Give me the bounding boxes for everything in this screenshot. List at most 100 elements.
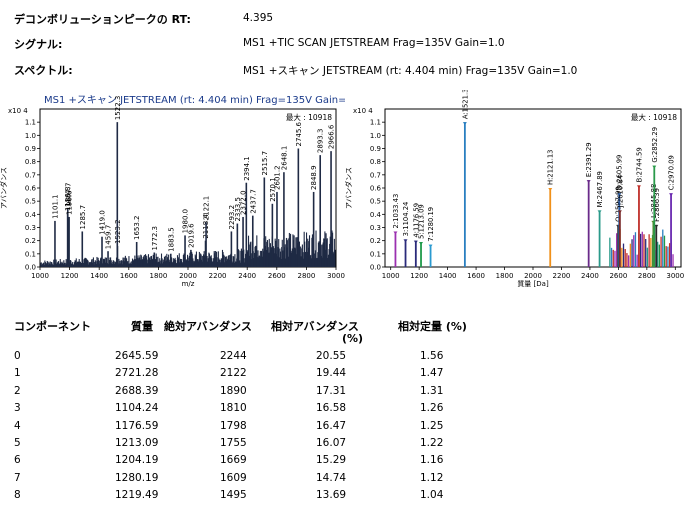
y-tick-label: 0.5 [370,198,381,206]
y-scale-label: x10 4 [353,107,373,115]
col-header-mass: 質量 [131,320,153,333]
peak-label: 2437.7 [249,189,257,214]
peak-label: 1522.3 [114,96,122,121]
peak-label: 2570.1 [269,177,277,202]
peak-label: 1196.6 [66,190,74,215]
table-cell: 17.31 [316,384,347,397]
x-tick-label: 2800 [638,272,656,280]
y-tick-label: 0.9 [25,145,36,153]
table-cell: 16.07 [316,437,347,449]
peak-label: 2293.2 [228,205,236,230]
table-cell: 1 [14,367,21,380]
x-tick-label: 1200 [61,272,79,280]
peak-label: 1772.3 [151,226,159,251]
table-cell: 2721.28 [115,367,159,380]
peak-marker [617,210,622,214]
plot-frame [384,108,682,268]
peak-marker [413,240,418,244]
y-tick-label: 0.1 [370,250,381,258]
y-tick-label: 0.5 [25,198,36,206]
peak-marker [393,231,398,235]
table-cell: 1609 [220,471,247,484]
x-axis-label: 質量 [Da] [517,279,549,288]
peak-label: 2648.1 [280,146,288,171]
table-cell: 1810 [220,402,247,415]
peak-label: 4:1176.59 [412,203,420,238]
table-cell: 1.12 [420,471,444,484]
table-cell: 1219.49 [115,489,159,502]
rt-value: 4.395 [243,12,274,24]
y-tick-label: 0.6 [370,185,382,193]
peak-label: 7:1280.19 [427,207,435,242]
chart-title: MS1 +スキャン JETSTREAM (rt: 4.404 min) Frag… [44,95,345,106]
x-tick-label: 1400 [439,272,457,280]
x-axis-label: m/z [182,280,195,288]
x-tick-label: 1600 [467,272,485,280]
y-tick-label: 0.1 [25,250,36,258]
peak-marker [617,193,622,197]
y-tick-label: 1.1 [25,119,36,127]
x-tick-label: 1400 [90,272,108,280]
table-cell: 1.04 [420,489,444,502]
table-cell: 6 [14,454,21,467]
table-cell: 16.47 [316,419,347,432]
y-tick-label: 0.4 [370,211,382,219]
peak-label: 2394.1 [243,156,251,181]
x-tick-label: 2400 [238,272,256,280]
x-tick-label: 1800 [496,272,514,280]
peak-marker [636,185,641,189]
table-cell: 1.56 [420,350,444,362]
peak-marker [428,244,433,248]
table-cell: 13.69 [316,489,347,502]
x-tick-label: 2200 [553,272,571,280]
peak-marker [403,239,408,243]
peak-label: G:2852.29 [651,127,659,163]
peak-label: 2:1033.43 [392,194,400,229]
peak-label: 2848.9 [310,165,318,190]
peak-label: B:2744.59 [635,147,643,182]
table-cell: 1890 [220,384,247,397]
peak-label: 1186.8 [64,187,72,212]
table-cell: 3 [14,402,21,415]
peak-label: 1101.1 [51,194,59,219]
peak-label: H:2121.13 [547,149,555,185]
y-tick-label: 0.0 [370,264,381,272]
table-cell: 1.31 [420,384,444,397]
table-cell: 2 [14,384,21,397]
y-tick-label: 0.3 [370,224,381,232]
table-cell: 1495 [220,489,247,502]
y-scale-label: x10 4 [8,107,28,115]
x-tick-label: 2000 [524,272,542,280]
table-cell: 2122 [220,367,247,380]
table-cell: 1.16 [420,454,444,467]
peak-marker [419,241,424,245]
table-cell: 1.22 [420,437,444,449]
x-tick-label: 2000 [179,272,197,280]
table-cell: 1280.19 [115,471,159,484]
y-tick-label: 0.3 [25,224,36,232]
y-tick-label: 1.1 [370,119,381,127]
peak-marker [597,210,602,214]
table-cell: 1.25 [420,419,444,432]
table-cell: 1204.19 [115,454,159,467]
x-tick-label: 2600 [609,272,627,280]
peak-label: 2966.6 [328,124,336,149]
peak-label: 1653.2 [133,215,141,240]
peak-marker [462,122,467,126]
x-tick-label: 1000 [382,272,400,280]
table-cell: 2645.59 [115,350,159,362]
peak-label: 1883.5 [167,227,175,252]
table-cell: 5 [14,437,21,449]
x-tick-label: 1600 [120,272,138,280]
table-cell: 1176.59 [115,419,159,432]
peak-label: E:2391.29 [585,142,593,177]
spectrum-value: MS1 +スキャン JETSTREAM (rt: 4.404 min) Frag… [243,65,578,77]
peak-label: 2745.6 [295,121,303,146]
peak-label: 1285.7 [79,205,87,230]
spectrum-label: スペクトル: [14,64,73,77]
max-label: 最大 : 10918 [286,112,332,122]
x-tick-label: 3000 [327,272,345,280]
y-tick-label: 0.2 [25,237,36,245]
table-cell: 1.47 [420,367,444,380]
peak-label: C:2970.09 [668,155,676,190]
